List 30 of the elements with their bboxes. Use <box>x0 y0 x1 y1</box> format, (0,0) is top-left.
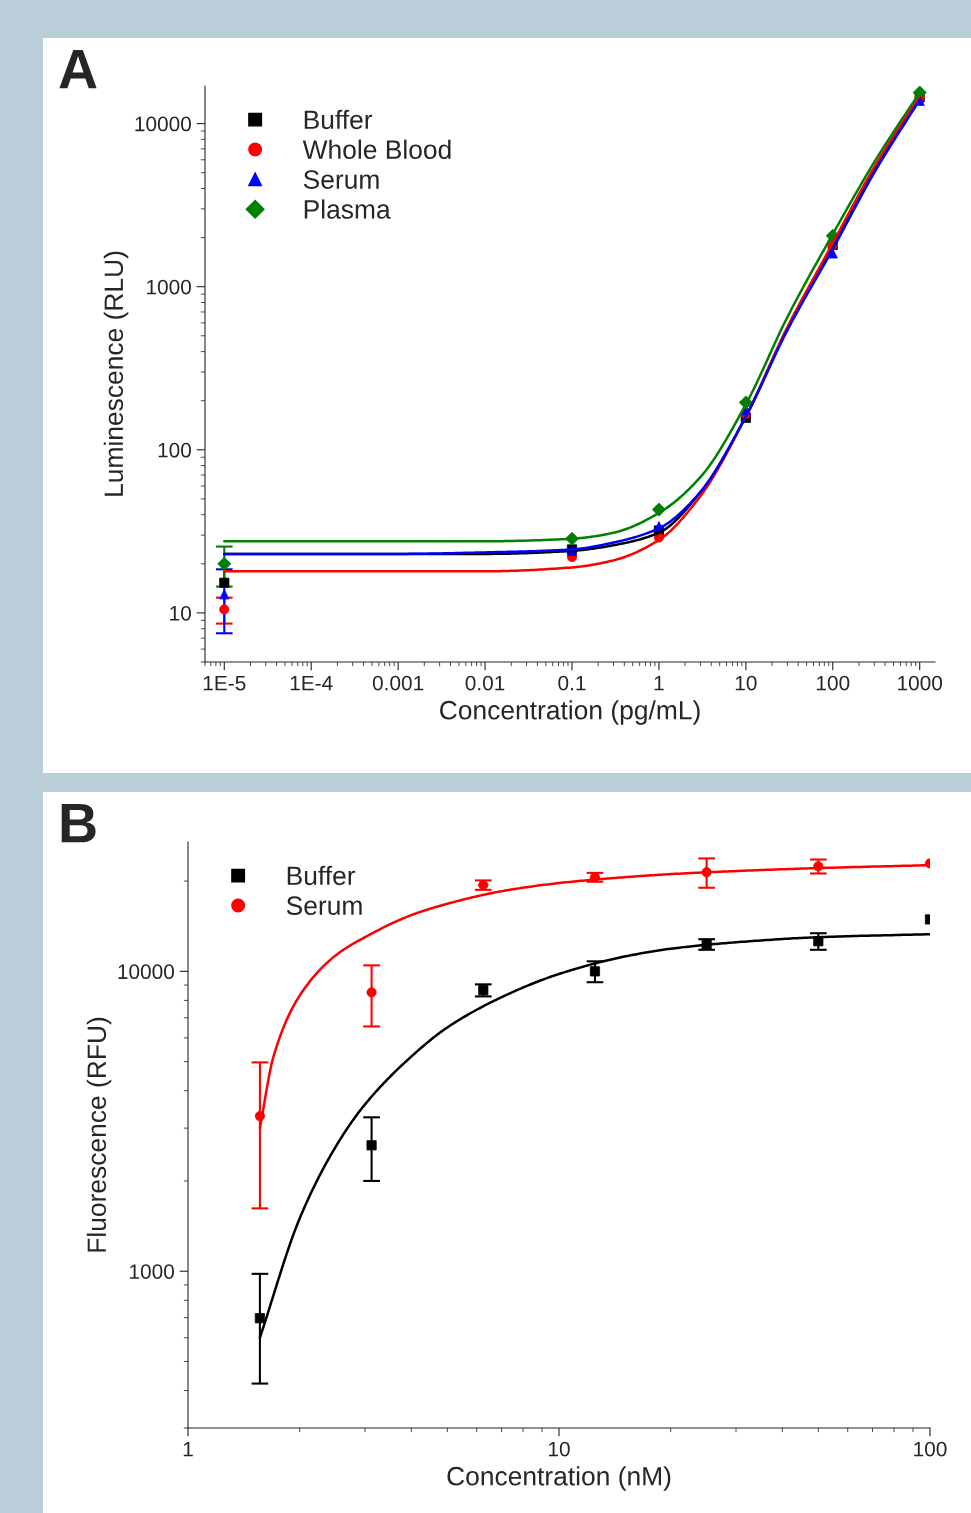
y-tick-label: 1000 <box>147 279 191 295</box>
legend-label: Buffer <box>287 865 356 886</box>
y-tick-label: 10 <box>170 605 191 621</box>
y-tick-label: 10000 <box>135 116 191 132</box>
x-tick-label: 100 <box>816 675 850 691</box>
x-tick-label: 1 <box>183 1441 193 1457</box>
x-tick-label: 100 <box>914 1441 947 1457</box>
x-tick-label: 10 <box>549 1441 570 1457</box>
x-tick-label: 1E-4 <box>290 675 333 691</box>
y-axis-title: Fluorescence (RFU) <box>86 1017 112 1252</box>
x-axis-title: Concentration (nM) <box>447 1466 671 1491</box>
x-tick-label: 1000 <box>898 675 943 691</box>
legend-label: Serum <box>286 896 362 916</box>
text: A <box>59 50 97 89</box>
text: B <box>61 804 96 843</box>
x-tick-label: 10 <box>735 675 757 691</box>
x-tick-label: 0.01 <box>465 675 505 691</box>
x-tick-label: 1E-5 <box>203 675 246 691</box>
y-tick-label: 100 <box>158 442 191 458</box>
legend-label: Whole Blood <box>302 139 451 160</box>
y-tick-label: 1000 <box>130 1264 174 1279</box>
x-tick-label: 0.1 <box>558 675 586 691</box>
x-tick-label: 0.001 <box>372 675 424 691</box>
x-axis-title: Concentration (pg/mL) <box>440 700 700 725</box>
y-axis-title: Luminescence (RLU) <box>103 251 129 496</box>
y-tick-label: 10000 <box>118 964 174 980</box>
legend-label: Plasma <box>304 199 391 219</box>
legend-label: Buffer <box>304 109 373 130</box>
legend-label: Serum <box>303 170 379 189</box>
x-tick-label: 1 <box>654 675 664 691</box>
